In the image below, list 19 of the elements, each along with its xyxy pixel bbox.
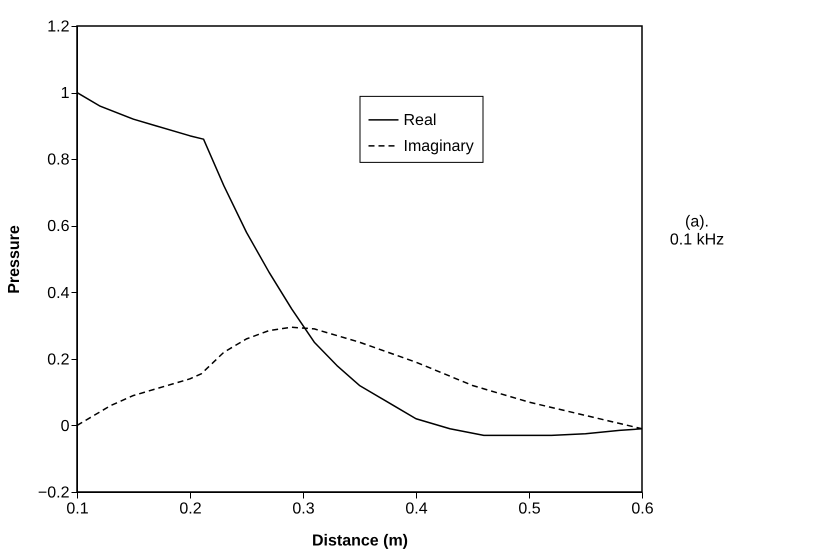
- x-tick-label: 0.5: [518, 500, 541, 518]
- y-tick-label: 0.2: [47, 351, 70, 368]
- x-tick-label: 0.1: [66, 500, 89, 518]
- legend-label: Real: [404, 112, 436, 129]
- y-tick-label: 0.4: [47, 284, 70, 302]
- y-tick-label: 0.6: [47, 218, 70, 236]
- x-tick-label: 0.2: [179, 500, 202, 518]
- x-tick-label: 0.3: [292, 500, 315, 518]
- y-axis-title: Pressure: [6, 225, 23, 294]
- y-tick-label: 0.8: [47, 152, 70, 169]
- x-axis-title: Distance (m): [312, 532, 408, 550]
- legend-label: Imaginary: [404, 138, 474, 155]
- y-tick-label: 1.2: [47, 18, 70, 36]
- y-tick-label: 1: [60, 85, 70, 102]
- text: (a). 0.1 kHz: [670, 214, 724, 249]
- y-tick-label: 0: [60, 418, 70, 435]
- x-tick-label: 0.6: [631, 500, 654, 518]
- x-tick-label: 0.4: [405, 500, 428, 518]
- y-tick-label: −0.2: [38, 484, 70, 502]
